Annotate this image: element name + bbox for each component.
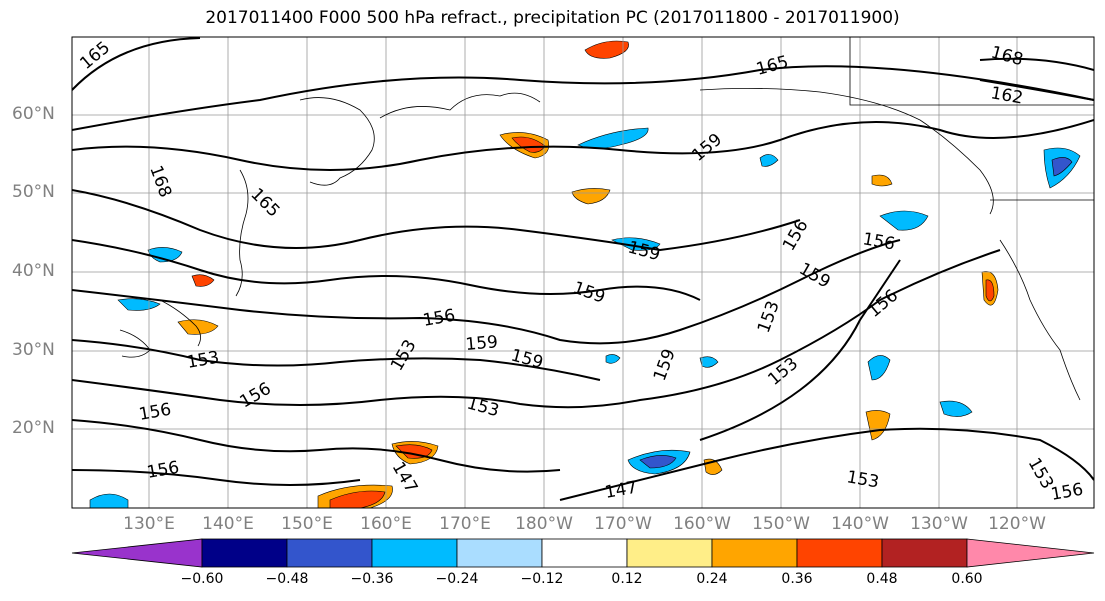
colorbar-segment	[201, 538, 288, 568]
colorbar-segment-high-extend	[966, 538, 1095, 568]
colorbar-segment-low-extend	[71, 538, 203, 568]
map-frame	[71, 36, 1095, 509]
lon-label-170e: 170°E	[439, 514, 491, 534]
lon-label-140e: 140°E	[202, 514, 254, 534]
lon-label-130e: 130°E	[123, 514, 175, 534]
colorbar-segment	[286, 538, 373, 568]
lon-label-160e: 160°E	[360, 514, 412, 534]
lon-label-180w: 180°W	[515, 514, 573, 534]
colorbar-tick-label: 0.60	[951, 571, 983, 587]
lon-label-120w: 120°W	[988, 514, 1046, 534]
colorbar-segment	[881, 538, 968, 568]
map-plot-area: 165 168 165 165 168 162 159 156 159 156 …	[72, 37, 1094, 508]
colorbar-segment	[626, 538, 713, 568]
colorbar-segment	[456, 538, 543, 568]
lon-label-170w: 170°W	[594, 514, 652, 534]
colorbar-tick-label: 0.36	[781, 571, 813, 587]
contour-label: 159	[465, 332, 499, 355]
colorbar-segment	[796, 538, 883, 568]
height-contours	[72, 37, 1094, 501]
map-title: 2017011400 F000 500 hPa refract., precip…	[205, 8, 900, 28]
lat-label-50n: 50°N	[12, 182, 55, 202]
precip-shading	[89, 40, 1081, 508]
lon-label-130w: 130°W	[910, 514, 968, 534]
colorbar-tick-label: −0.24	[435, 571, 479, 587]
colorbar-tick-label: −0.48	[265, 571, 309, 587]
colorbar-tick-label: −0.36	[350, 571, 394, 587]
colorbar-segment	[371, 538, 458, 568]
lon-label-160w: 160°W	[673, 514, 731, 534]
lon-label-150e: 150°E	[281, 514, 333, 534]
colorbar	[71, 538, 1095, 568]
colorbar-segment	[541, 538, 628, 568]
colorbar-tick-label: −0.12	[520, 571, 564, 587]
lat-label-40n: 40°N	[12, 261, 55, 281]
colorbar-tick-label: 0.12	[611, 571, 643, 587]
lon-label-150w: 150°W	[752, 514, 810, 534]
colorbar-segment	[711, 538, 798, 568]
lat-label-60n: 60°N	[12, 104, 55, 124]
lat-label-20n: 20°N	[12, 418, 55, 438]
colorbar-tick-label: −0.60	[180, 571, 224, 587]
lon-label-140w: 140°W	[831, 514, 889, 534]
colorbar-tick-label: 0.48	[866, 571, 898, 587]
lat-label-30n: 30°N	[12, 340, 55, 360]
colorbar-tick-label: 0.24	[696, 571, 728, 587]
coastlines	[119, 37, 1094, 401]
